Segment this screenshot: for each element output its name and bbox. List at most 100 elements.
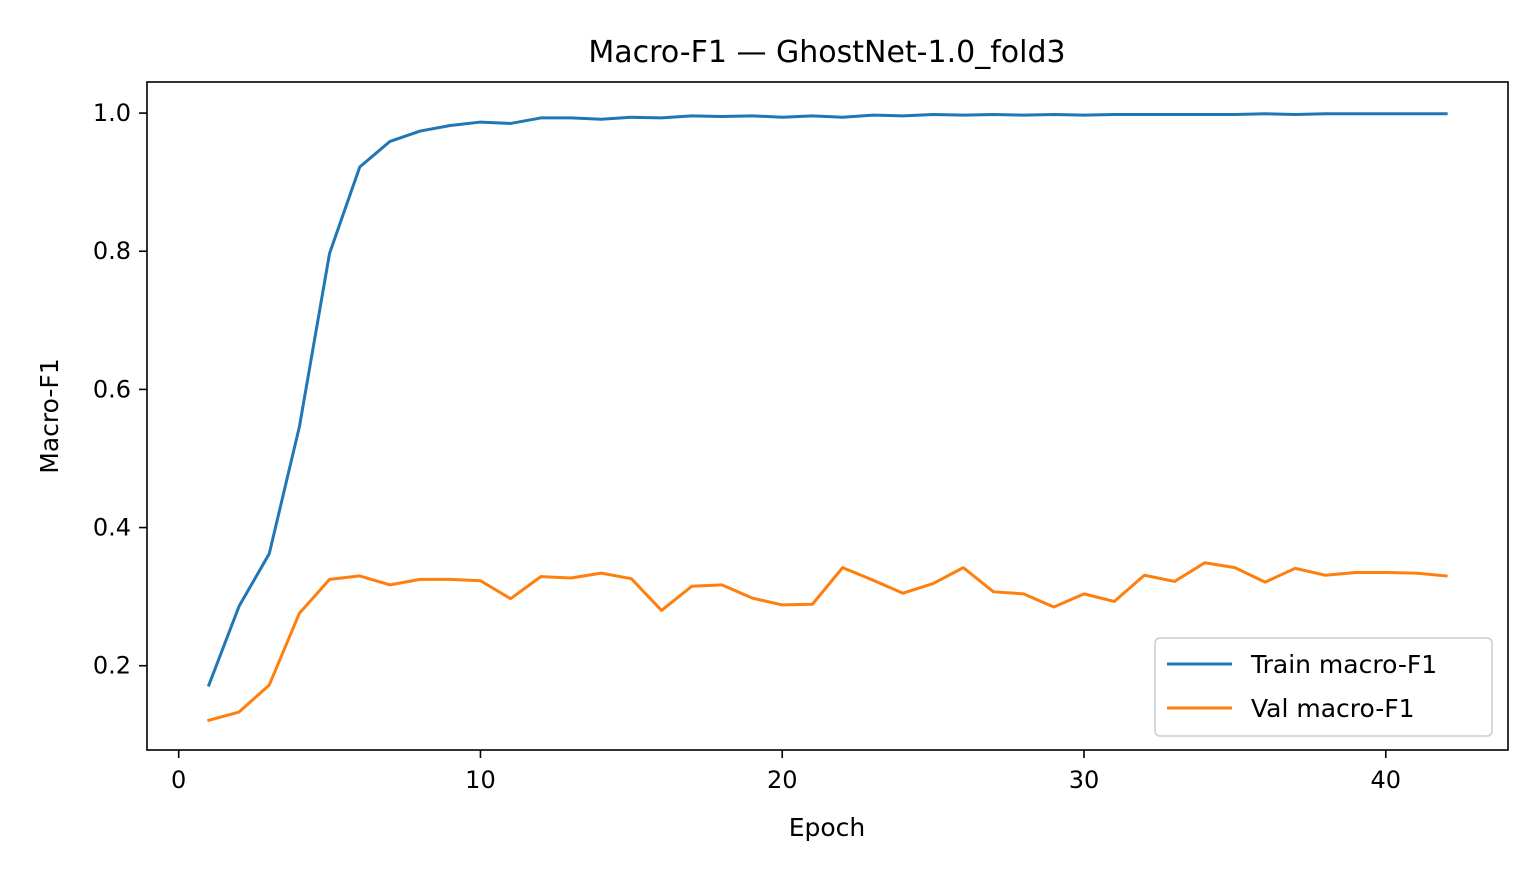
x-axis-label: Epoch — [789, 813, 866, 842]
x-tick-label-40: 40 — [1371, 766, 1402, 794]
data-point-val-macro-f1-41 — [1414, 572, 1417, 575]
data-point-train-macro-f1-16 — [660, 116, 663, 119]
data-point-val-macro-f1-18 — [720, 583, 723, 586]
series-line-val-macro-f1 — [207, 561, 1448, 723]
data-point-val-macro-f1-42 — [1445, 574, 1448, 577]
data-point-train-macro-f1-4 — [298, 425, 301, 428]
data-point-val-macro-f1-40 — [1384, 571, 1387, 574]
data-point-val-macro-f1-17 — [690, 585, 693, 588]
data-point-val-macro-f1-14 — [600, 572, 603, 575]
data-point-train-macro-f1-21 — [811, 114, 814, 117]
data-point-val-macro-f1-15 — [630, 577, 633, 580]
data-point-val-macro-f1-33 — [1173, 580, 1176, 583]
data-point-val-macro-f1-24 — [901, 592, 904, 595]
data-point-val-macro-f1-35 — [1233, 566, 1236, 569]
x-tick-label-0: 0 — [171, 766, 186, 794]
data-point-train-macro-f1-24 — [901, 114, 904, 117]
data-point-train-macro-f1-35 — [1233, 113, 1236, 116]
data-point-train-macro-f1-5 — [328, 252, 331, 255]
data-point-train-macro-f1-38 — [1324, 112, 1327, 115]
data-point-val-macro-f1-38 — [1324, 574, 1327, 577]
data-point-val-macro-f1-10 — [479, 579, 482, 582]
data-point-train-macro-f1-31 — [1113, 113, 1116, 116]
data-point-train-macro-f1-20 — [781, 116, 784, 119]
data-point-train-macro-f1-14 — [600, 118, 603, 121]
data-point-val-macro-f1-29 — [1052, 606, 1055, 609]
data-point-val-macro-f1-37 — [1294, 567, 1297, 570]
data-point-val-macro-f1-39 — [1354, 571, 1357, 574]
data-point-train-macro-f1-37 — [1294, 113, 1297, 116]
data-point-val-macro-f1-28 — [1022, 592, 1025, 595]
x-tick-label-10: 10 — [465, 766, 496, 794]
data-point-train-macro-f1-34 — [1203, 113, 1206, 116]
data-point-val-macro-f1-36 — [1264, 581, 1267, 584]
data-point-train-macro-f1-8 — [419, 130, 422, 133]
data-point-val-macro-f1-2 — [238, 711, 241, 714]
data-point-train-macro-f1-6 — [358, 165, 361, 168]
y-tick-label-0.6: 0.6 — [93, 375, 131, 403]
data-point-val-macro-f1-26 — [962, 566, 965, 569]
plot-frame — [146, 81, 1509, 751]
data-point-val-macro-f1-4 — [298, 612, 301, 615]
data-point-val-macro-f1-5 — [328, 578, 331, 581]
data-point-train-macro-f1-15 — [630, 116, 633, 119]
data-point-val-macro-f1-3 — [268, 684, 271, 687]
data-point-train-macro-f1-29 — [1052, 113, 1055, 116]
data-point-train-macro-f1-13 — [569, 116, 572, 119]
data-point-val-macro-f1-16 — [660, 609, 663, 612]
data-point-train-macro-f1-33 — [1173, 113, 1176, 116]
chart-title: Macro-F1 — GhostNet-1.0_fold3 — [588, 35, 1065, 70]
data-point-train-macro-f1-30 — [1083, 114, 1086, 117]
x-axis-ticks: 0 10 20 30 40 — [171, 750, 1401, 794]
y-axis-ticks: 0.2 0.4 0.6 0.8 1.0 — [93, 99, 147, 680]
data-point-train-macro-f1-25 — [932, 113, 935, 116]
data-point-val-macro-f1-19 — [751, 597, 754, 600]
data-point-val-macro-f1-13 — [569, 576, 572, 579]
y-tick-label-1.0: 1.0 — [93, 99, 131, 127]
data-point-train-macro-f1-32 — [1143, 113, 1146, 116]
legend-label-val: Val macro-F1 — [1251, 694, 1415, 723]
data-point-train-macro-f1-42 — [1445, 112, 1448, 115]
data-point-val-macro-f1-1 — [207, 719, 210, 722]
y-tick-label-0.2: 0.2 — [93, 652, 131, 680]
data-point-train-macro-f1-3 — [268, 552, 271, 555]
data-point-val-macro-f1-31 — [1113, 600, 1116, 603]
data-point-train-macro-f1-41 — [1414, 112, 1417, 115]
data-point-train-macro-f1-17 — [690, 114, 693, 117]
legend-box — [1154, 637, 1493, 737]
data-point-train-macro-f1-23 — [871, 114, 874, 117]
legend-label-train: Train macro-F1 — [1250, 650, 1437, 679]
data-point-val-macro-f1-21 — [811, 603, 814, 606]
data-point-train-macro-f1-19 — [751, 114, 754, 117]
data-point-val-macro-f1-34 — [1203, 561, 1206, 564]
data-point-train-macro-f1-12 — [539, 116, 542, 119]
y-tick-label-0.4: 0.4 — [93, 514, 131, 542]
data-point-train-macro-f1-27 — [992, 113, 995, 116]
data-point-val-macro-f1-9 — [449, 578, 452, 581]
data-point-val-macro-f1-32 — [1143, 574, 1146, 577]
data-point-train-macro-f1-18 — [720, 115, 723, 118]
data-point-val-macro-f1-11 — [509, 597, 512, 600]
y-axis-label: Macro-F1 — [35, 358, 64, 473]
data-point-train-macro-f1-11 — [509, 122, 512, 125]
data-point-train-macro-f1-26 — [962, 114, 965, 117]
data-point-val-macro-f1-7 — [388, 583, 391, 586]
data-point-val-macro-f1-20 — [781, 603, 784, 606]
x-tick-label-30: 30 — [1069, 766, 1100, 794]
data-point-val-macro-f1-22 — [841, 566, 844, 569]
data-point-train-macro-f1-1 — [207, 684, 210, 687]
data-point-val-macro-f1-25 — [932, 582, 935, 585]
x-tick-label-20: 20 — [767, 766, 798, 794]
data-point-val-macro-f1-12 — [539, 575, 542, 578]
data-point-val-macro-f1-27 — [992, 590, 995, 593]
series-line-train-macro-f1 — [206, 112, 1448, 688]
data-point-train-macro-f1-40 — [1384, 112, 1387, 115]
data-point-val-macro-f1-6 — [358, 574, 361, 577]
legend: Train macro-F1 Val macro-F1 — [1154, 637, 1493, 737]
data-point-val-macro-f1-30 — [1083, 592, 1086, 595]
data-point-train-macro-f1-28 — [1022, 114, 1025, 117]
y-tick-label-0.8: 0.8 — [93, 237, 131, 265]
series-layer — [206, 112, 1448, 723]
